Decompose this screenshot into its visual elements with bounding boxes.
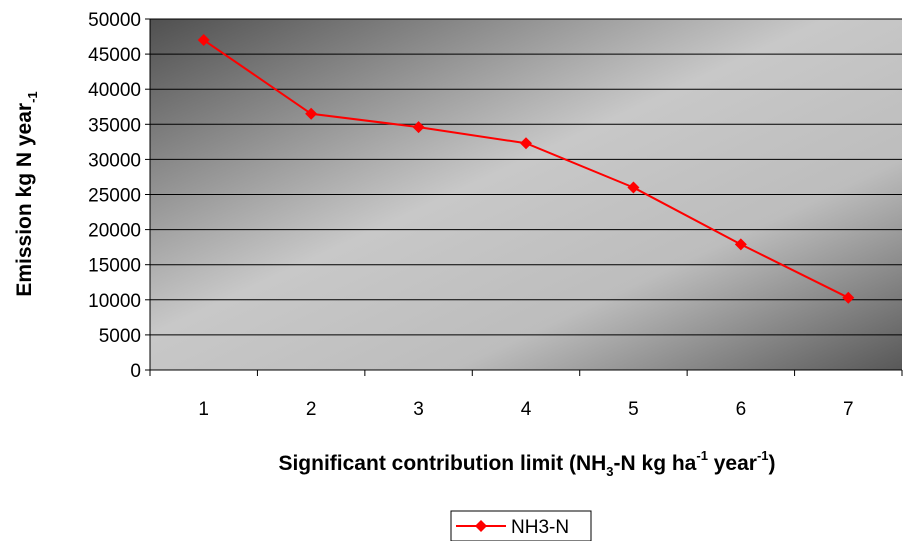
x-axis-title-sup1: -1 — [696, 448, 708, 463]
data-point — [627, 181, 640, 194]
y-tick-label: 25000 — [88, 186, 141, 207]
y-axis-title-main: Emission kg N year — [13, 103, 36, 297]
x-axis-title-part2: -N kg ha — [614, 452, 697, 475]
data-point — [305, 107, 318, 120]
y-tick-label: 45000 — [88, 45, 141, 66]
y-tick-label: 40000 — [88, 80, 141, 101]
legend: NH3-N — [450, 510, 592, 541]
y-axis-title-sub: -1 — [25, 91, 40, 103]
data-point — [520, 137, 532, 150]
legend-marker — [475, 520, 487, 532]
y-tick-label: 0 — [130, 361, 141, 382]
series-nh3-n — [197, 34, 855, 304]
x-axis-title-sub1: 3 — [606, 464, 613, 479]
x-axis-title-part3: year — [708, 452, 757, 475]
data-point — [412, 121, 425, 134]
x-tick-label: 4 — [521, 399, 532, 420]
y-tick-label: 5000 — [99, 326, 141, 347]
data-point — [197, 34, 210, 47]
y-tick-label: 20000 — [88, 221, 141, 242]
legend-label: NH3-N — [511, 517, 569, 538]
data-point — [734, 238, 747, 251]
y-axis-title: Emission kg N year-1 — [13, 91, 40, 296]
y-tick-label: 10000 — [88, 291, 141, 312]
x-axis: 1 2 3 4 5 6 7 — [149, 369, 903, 420]
x-tick-label: 1 — [198, 399, 209, 420]
data-point — [842, 291, 855, 304]
y-tick-label: 15000 — [88, 256, 141, 277]
x-axis-title-sup2: -1 — [757, 448, 769, 463]
x-tick-label: 2 — [306, 399, 317, 420]
y-tick-label: 50000 — [88, 10, 141, 31]
x-axis-title-part4: ) — [769, 452, 776, 475]
x-tick-label: 3 — [413, 399, 424, 420]
y-tick-label: 30000 — [88, 150, 141, 171]
y-tick-label: 35000 — [88, 115, 141, 136]
x-axis-title-part1: Significant contribution limit (NH — [278, 452, 606, 475]
y-axis: 0 5000 10000 15000 20000 25000 30000 35000 40000… — [88, 10, 151, 382]
x-tick-label: 6 — [736, 399, 747, 420]
x-axis-title: Significant contribution limit (NH3-N kg… — [278, 448, 775, 479]
x-tick-label: 7 — [843, 399, 854, 420]
x-tick-label: 5 — [628, 399, 639, 420]
